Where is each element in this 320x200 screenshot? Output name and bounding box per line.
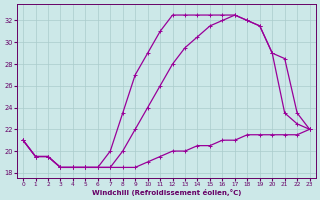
X-axis label: Windchill (Refroidissement éolien,°C): Windchill (Refroidissement éolien,°C) (92, 189, 241, 196)
